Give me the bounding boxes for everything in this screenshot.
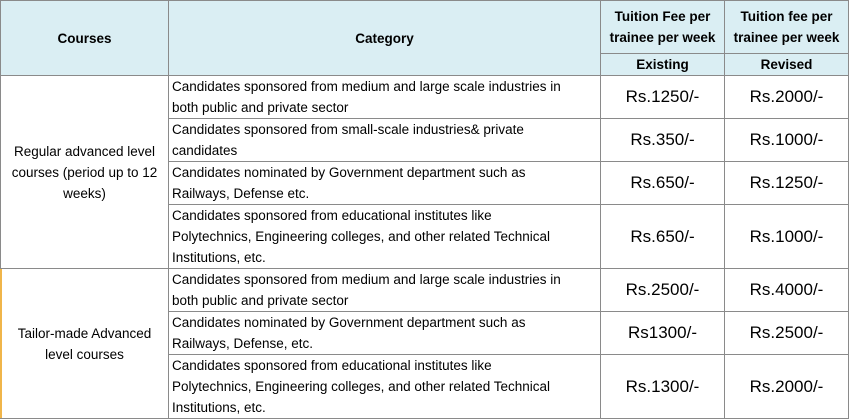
table-row: Candidates sponsored from educational in… (1, 354, 849, 419)
course-line: Tailor-made Advanced (17, 325, 152, 341)
revised-fee-cell: Rs.1250/- (724, 161, 849, 205)
category-line: Candidates nominated by Government depar… (172, 315, 526, 330)
category-header: Category (168, 0, 601, 76)
existing-subheader: Existing (600, 53, 725, 76)
fee-existing-header-line: trainee per week (609, 30, 716, 45)
category-line: Candidates sponsored from educational in… (172, 358, 492, 373)
table-row: Regular advanced level courses (period u… (0, 75, 849, 269)
category-cell: Candidates sponsored from medium and lar… (168, 268, 601, 312)
category-cell: Candidates nominated by Government depar… (168, 311, 601, 355)
category-cell: Candidates sponsored from small-scale in… (168, 118, 601, 162)
category-line: Candidates sponsored from educational in… (172, 208, 492, 223)
revised-fee-cell: Rs.2500/- (724, 311, 849, 355)
revised-fee-cell: Rs.2000/- (724, 75, 849, 119)
revised-fee-cell: Rs.1000/- (724, 204, 849, 269)
fee-revised-header-line: Tuition fee per (740, 9, 833, 24)
existing-fee-cell: Rs.350/- (600, 118, 725, 162)
fee-existing-header-line: Tuition Fee per (614, 9, 711, 24)
category-line: both public and private sector (172, 100, 349, 115)
existing-fee-cell: Rs.1300/- (600, 354, 725, 419)
course-line: level courses (45, 346, 124, 362)
category-line: Polytechnics, Engineering colleges, and … (172, 229, 550, 244)
fee-revised-header-line: trainee per week (733, 30, 840, 45)
revised-fee-cell: Rs.2000/- (724, 354, 849, 419)
revised-fee-cell: Rs.1000/- (724, 118, 849, 162)
category-line: Candidates nominated by Government depar… (172, 165, 526, 180)
category-line: candidates (172, 143, 238, 158)
category-line: Polytechnics, Engineering colleges, and … (172, 379, 550, 394)
table-row: Candidates nominated by Government depar… (1, 311, 849, 355)
table-row: Tailor-made Advanced level courses Candi… (0, 268, 849, 419)
course-cell-tailor-made: Tailor-made Advanced level courses (0, 268, 169, 419)
category-line: Institutions, etc. (172, 250, 266, 265)
course-line: courses (period up to 12 (11, 164, 158, 180)
existing-fee-cell: Rs.650/- (600, 161, 725, 205)
course-line: Regular advanced level (13, 143, 156, 159)
table-row: Candidates sponsored from small-scale in… (1, 118, 849, 162)
existing-fee-cell: Rs.1250/- (600, 75, 725, 119)
category-line: Railways, Defense, etc. (172, 336, 314, 351)
existing-fee-cell: Rs.650/- (600, 204, 725, 269)
category-line: Candidates sponsored from small-scale in… (172, 122, 524, 137)
table-row: Candidates sponsored from educational in… (1, 204, 849, 269)
fee-revised-header: Tuition fee per trainee per week (724, 0, 849, 54)
courses-header: Courses (0, 0, 169, 76)
category-cell: Candidates nominated by Government depar… (168, 161, 601, 205)
category-cell: Candidates sponsored from medium and lar… (168, 75, 601, 119)
existing-fee-cell: Rs1300/- (600, 311, 725, 355)
table-row: Candidates nominated by Government depar… (1, 161, 849, 205)
category-line: Institutions, etc. (172, 400, 266, 415)
category-cell: Candidates sponsored from educational in… (168, 354, 601, 419)
category-line: Candidates sponsored from medium and lar… (172, 79, 561, 94)
revised-subheader: Revised (724, 53, 849, 76)
category-cell: Candidates sponsored from educational in… (168, 204, 601, 269)
category-line: both public and private sector (172, 293, 349, 308)
category-line: Candidates sponsored from medium and lar… (172, 272, 561, 287)
existing-fee-cell: Rs.2500/- (600, 268, 725, 312)
course-line: weeks) (63, 185, 106, 201)
category-line: Railways, Defense etc. (172, 186, 310, 201)
course-cell-regular: Regular advanced level courses (period u… (0, 75, 169, 269)
revised-fee-cell: Rs.4000/- (724, 268, 849, 312)
fee-existing-header: Tuition Fee per trainee per week (600, 0, 725, 54)
